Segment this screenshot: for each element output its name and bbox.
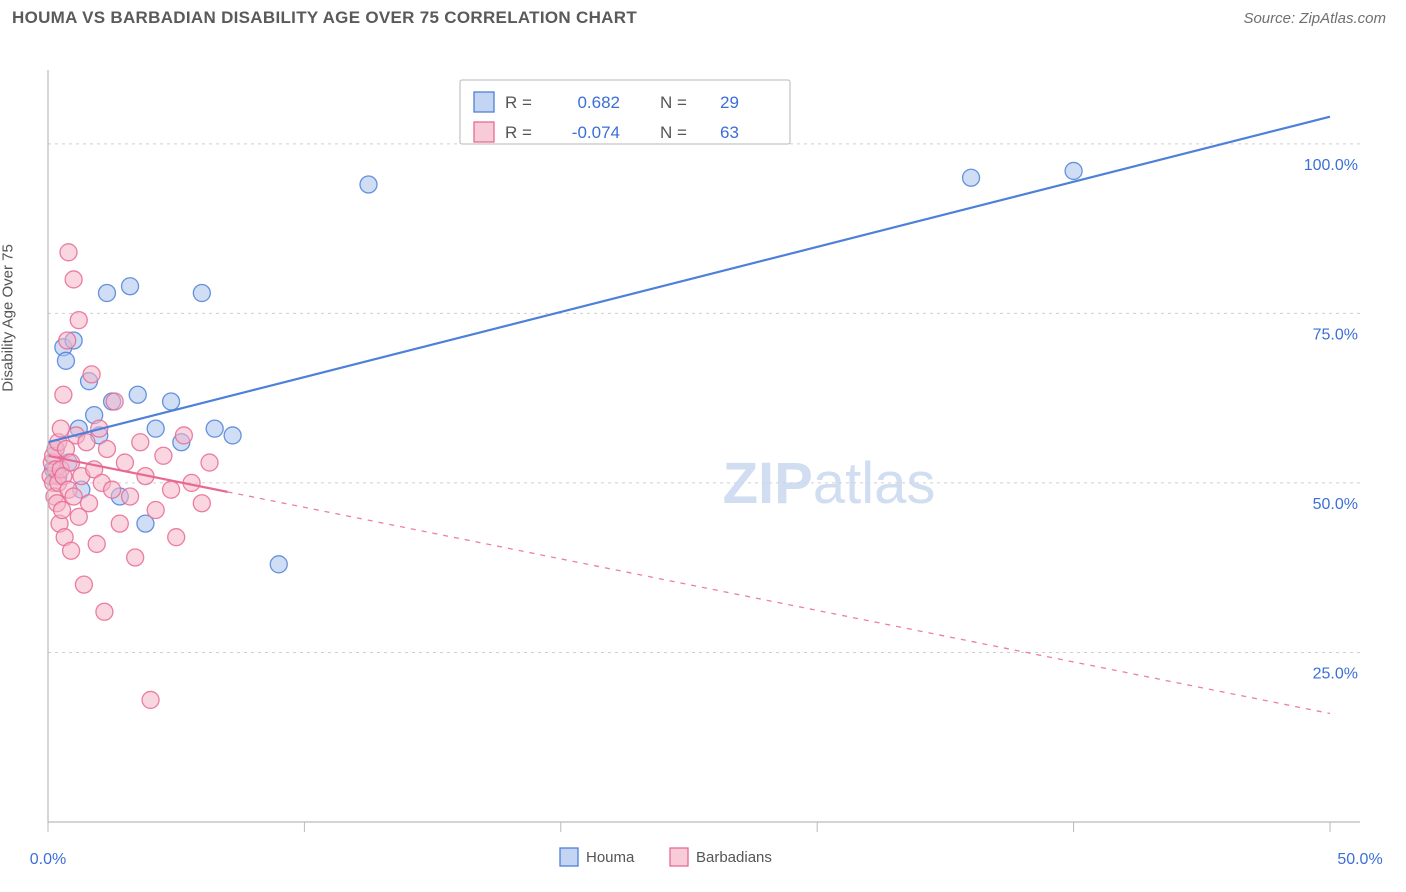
- svg-text:ZIPatlas: ZIPatlas: [723, 451, 936, 516]
- svg-text:63: 63: [720, 123, 739, 142]
- svg-text:Barbadians: Barbadians: [696, 849, 772, 866]
- svg-text:R =: R =: [505, 123, 532, 142]
- svg-text:50.0%: 50.0%: [1337, 851, 1382, 868]
- svg-text:29: 29: [720, 93, 739, 112]
- chart-title: HOUMA VS BARBADIAN DISABILITY AGE OVER 7…: [12, 8, 637, 28]
- chart-header: HOUMA VS BARBADIAN DISABILITY AGE OVER 7…: [0, 0, 1406, 32]
- svg-text:N =: N =: [660, 93, 687, 112]
- svg-text:-0.074: -0.074: [572, 123, 620, 142]
- chart-area: Disability Age Over 75 ZIPatlas 0.0% 50.0%…: [0, 32, 1406, 882]
- svg-text:100.0%: 100.0%: [1304, 157, 1358, 174]
- svg-text:Houma: Houma: [586, 849, 635, 866]
- scatter-chart-svg: ZIPatlas 0.0% 50.0% 25.0% 50.0% 75.0% 100.0% R …: [0, 32, 1406, 882]
- chart-source: Source: ZipAtlas.com: [1243, 10, 1386, 27]
- svg-text:75.0%: 75.0%: [1313, 326, 1358, 343]
- svg-text:50.0%: 50.0%: [1313, 496, 1358, 513]
- y-axis-label: Disability Age Over 75: [0, 244, 17, 392]
- svg-text:0.0%: 0.0%: [30, 851, 66, 868]
- svg-text:N =: N =: [660, 123, 687, 142]
- svg-text:25.0%: 25.0%: [1313, 665, 1358, 682]
- svg-text:R =: R =: [505, 93, 532, 112]
- svg-text:0.682: 0.682: [577, 93, 620, 112]
